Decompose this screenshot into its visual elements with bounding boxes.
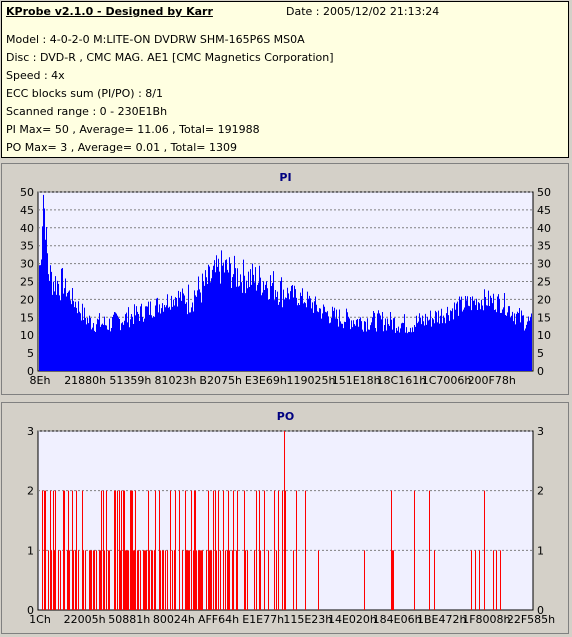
range-info: Scanned range : 0 - 230E1Bh: [6, 105, 168, 118]
po-bars: [42, 490, 501, 610]
info-panel: KProbe v2.1.0 - Designed by Karr Date : …: [1, 1, 569, 158]
x-tick-label: 1F8008h: [462, 613, 510, 626]
y-tick-label-left: 45: [20, 204, 34, 217]
pi-bars: [39, 194, 532, 371]
y-tick-label-right: 5: [537, 347, 544, 360]
x-tick-label: 115E23h: [283, 613, 332, 626]
scan-date: Date : 2005/12/02 21:13:24: [286, 5, 440, 18]
x-tick-label: 50881h: [108, 613, 150, 626]
y-tick-label-right: 10: [537, 329, 551, 342]
y-tick-label-right: 0: [537, 604, 544, 617]
y-tick-label-left: 20: [20, 293, 34, 306]
x-tick-label: B2075h: [199, 374, 242, 387]
x-tick-label: 1BE472h: [417, 613, 466, 626]
po-chart: PO 0 0 1 1 2 2 3 3 1Ch 22005h 50881h 80024h AFF64h E1E…: [27, 410, 555, 626]
y-tick-label-left: 15: [20, 311, 34, 324]
y-tick-label-right: 40: [537, 222, 551, 235]
y-tick-label-right: 50: [537, 186, 551, 199]
disc-info: Disc : DVD-R , CMC MAG. AE1 [CMC Magneti…: [6, 51, 334, 64]
x-tick-label: 18C161h: [377, 374, 427, 387]
app-title: KProbe v2.1.0 - Designed by Karr: [6, 5, 213, 18]
x-tick-label: 119025h: [287, 374, 336, 387]
y-tick-label-right: 1: [537, 544, 544, 557]
y-tick-label-right: 3: [537, 425, 544, 438]
y-tick-label-right: 0: [537, 365, 544, 378]
x-tick-label: E1E77h: [242, 613, 284, 626]
x-tick-label: AFF64h: [198, 613, 239, 626]
x-tick-label: 22005h: [64, 613, 106, 626]
x-tick-label: 151E18h: [332, 374, 381, 387]
chart-title: PO: [277, 410, 294, 423]
y-tick-label-left: 30: [20, 258, 34, 271]
po-chart-panel: PO 0 0 1 1 2 2 3 3 1Ch 22005h 50881h 80024h AFF64h E1E…: [1, 402, 569, 634]
y-tick-label-left: 40: [20, 222, 34, 235]
y-tick-label-left: 5: [27, 347, 34, 360]
y-tick-label-left: 10: [20, 329, 34, 342]
chart-title: PI: [279, 171, 291, 184]
y-tick-label-left: 3: [27, 425, 34, 438]
speed-info: Speed : 4x: [6, 69, 65, 82]
x-tick-label: 184E06h: [373, 613, 422, 626]
y-tick-label-left: 25: [20, 276, 34, 289]
x-tick-label: 14E020h: [328, 613, 377, 626]
x-tick-label: 22F585h: [507, 613, 555, 626]
y-tick-label-left: 0: [27, 365, 34, 378]
x-tick-label: 51359h: [109, 374, 151, 387]
x-tick-label: 8Eh: [30, 374, 51, 387]
x-tick-label: E3E69h: [245, 374, 287, 387]
y-tick-label-left: 2: [27, 485, 34, 498]
x-tick-label: 1Ch: [29, 613, 51, 626]
ecc-info: ECC blocks sum (PI/PO) : 8/1: [6, 87, 163, 100]
x-tick-label: 81023h: [155, 374, 197, 387]
y-tick-label-left: 50: [20, 186, 34, 199]
y-tick-label-right: 2: [537, 485, 544, 498]
pi-stats: PI Max= 50 , Average= 11.06 , Total= 191…: [6, 123, 260, 136]
x-tick-label: 1C7006h: [422, 374, 472, 387]
y-tick-label-left: 35: [20, 240, 34, 253]
po-series: [42, 431, 501, 610]
po-stats: PO Max= 3 , Average= 0.01 , Total= 1309: [6, 141, 237, 154]
x-tick-label: 80024h: [153, 613, 195, 626]
x-tick-label: 200F78h: [468, 374, 516, 387]
x-tick-label: 21880h: [64, 374, 106, 387]
y-tick-label-right: 15: [537, 311, 551, 324]
y-tick-label-left: 1: [27, 544, 34, 557]
y-tick-label-right: 30: [537, 258, 551, 271]
y-tick-label-right: 45: [537, 204, 551, 217]
y-tick-label-right: 20: [537, 293, 551, 306]
pi-chart: PI 0 0 5 5 10 10 15 15 20 20 25 25 30 30 35 35 40 40 45 45 50…: [20, 171, 551, 387]
pi-chart-panel: PI 0 0 5 5 10 10 15 15 20 20 25 25 30 30 35 35 40 40 45 45 50…: [1, 163, 569, 395]
y-tick-label-right: 35: [537, 240, 551, 253]
pi-series: [39, 194, 532, 371]
y-tick-label-left: 0: [27, 604, 34, 617]
drive-model: Model : 4-0-2-0 M:LITE-ON DVDRW SHM-165P…: [6, 33, 305, 46]
y-tick-label-right: 25: [537, 276, 551, 289]
